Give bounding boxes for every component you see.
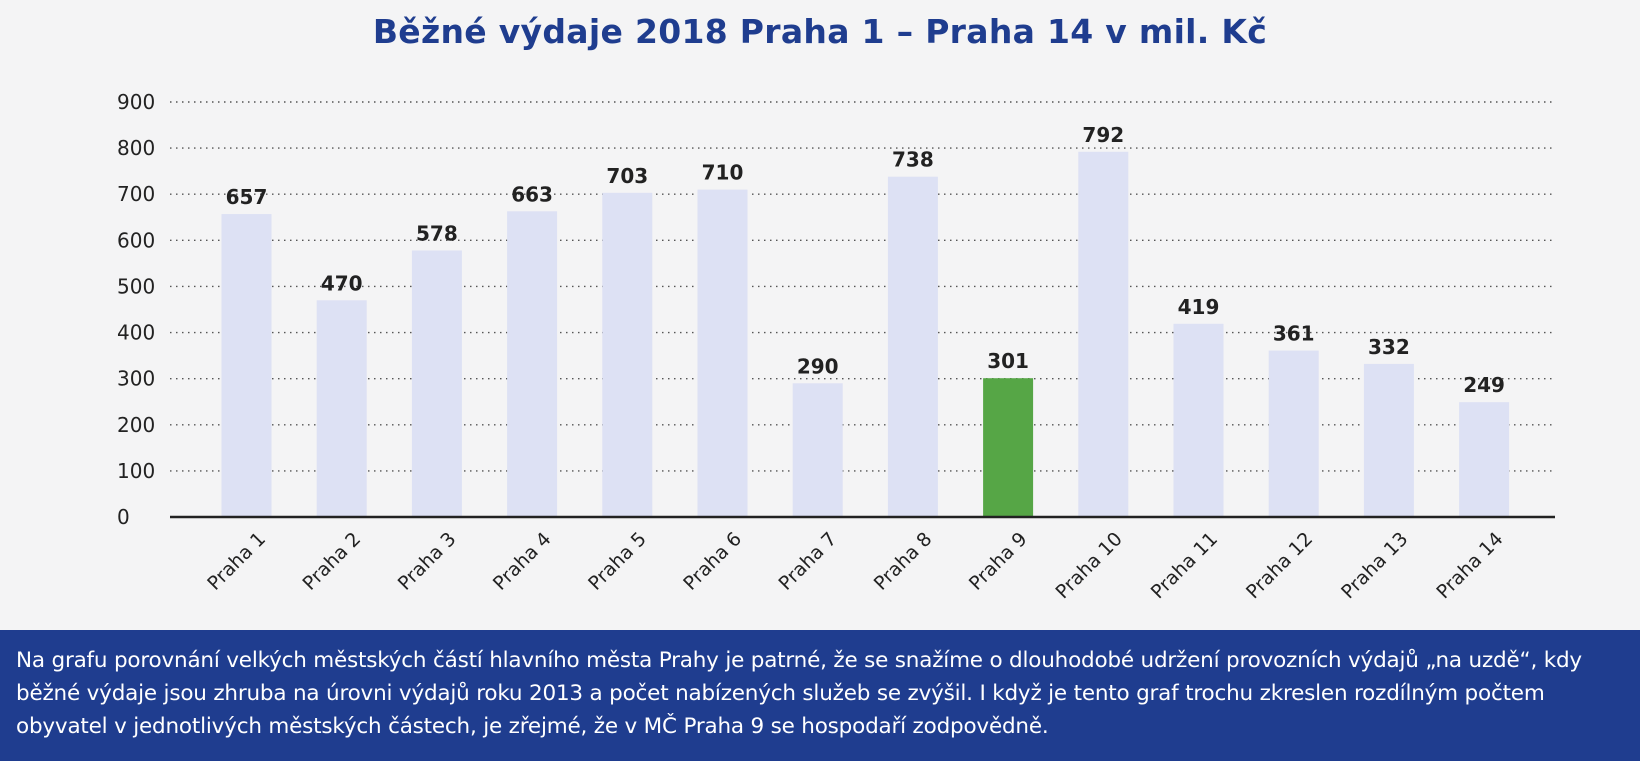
bar	[1268, 350, 1319, 517]
data-label: 663	[511, 182, 553, 206]
x-tick-label: Praha 3	[394, 528, 461, 595]
bar	[1078, 151, 1129, 518]
data-label: 578	[416, 221, 458, 245]
data-label: 703	[606, 164, 648, 188]
bar	[792, 383, 843, 517]
bar	[697, 189, 748, 517]
y-tick-label: 300	[117, 367, 155, 391]
chart-panel: Běžné výdaje 2018 Praha 1 – Praha 14 v m…	[0, 0, 1640, 630]
x-tick-label: Praha 11	[1147, 528, 1222, 603]
data-label: 290	[797, 354, 839, 378]
bar	[1459, 402, 1510, 517]
x-tick-label: Praha 8	[870, 528, 937, 595]
data-label: 470	[321, 271, 363, 295]
caption-box: Na grafu porovnání velkých městských čás…	[0, 630, 1640, 761]
bar	[887, 176, 938, 517]
x-tick-label: Praha 2	[298, 528, 365, 595]
bar	[411, 250, 462, 517]
bar	[1363, 363, 1414, 517]
x-tick-label: Praha 6	[679, 528, 746, 595]
x-tick-label: Praha 4	[489, 528, 556, 595]
data-label: 792	[1082, 123, 1124, 147]
bar-highlight	[983, 378, 1034, 517]
y-tick-label: 0	[117, 505, 130, 529]
data-label: 332	[1368, 335, 1410, 359]
x-tick-label: Praha 12	[1242, 528, 1317, 603]
y-tick-label: 600	[117, 228, 155, 252]
x-tick-label: Praha 5	[584, 528, 651, 595]
bar	[507, 211, 558, 518]
chart-title: Běžné výdaje 2018 Praha 1 – Praha 14 v m…	[372, 12, 1268, 51]
y-tick-label: 700	[117, 182, 155, 206]
x-tick-label: Praha 9	[965, 528, 1032, 595]
data-label: 419	[1178, 295, 1220, 319]
data-label: 249	[1463, 373, 1505, 397]
x-tick-label: Praha 1	[203, 528, 270, 595]
y-tick-label: 400	[117, 321, 155, 345]
data-label: 361	[1273, 322, 1315, 346]
y-tick-label: 900	[117, 90, 155, 114]
x-tick-label: Praha 13	[1337, 528, 1412, 603]
data-label: 657	[226, 185, 268, 209]
x-tick-label: Praha 7	[774, 528, 841, 595]
data-label: 710	[702, 161, 744, 185]
x-tick-label: Praha 10	[1052, 528, 1127, 603]
y-tick-label: 100	[117, 459, 155, 483]
y-tick-label: 200	[117, 413, 155, 437]
data-label: 738	[892, 148, 934, 172]
bar	[1173, 323, 1224, 517]
y-tick-label: 500	[117, 274, 155, 298]
bar	[221, 214, 272, 518]
y-tick-label: 800	[117, 136, 155, 160]
bar	[316, 300, 367, 517]
bar	[602, 192, 653, 518]
data-label: 301	[987, 349, 1029, 373]
x-tick-label: Praha 14	[1432, 528, 1507, 603]
caption-text: Na grafu porovnání velkých městských čás…	[16, 648, 1582, 739]
